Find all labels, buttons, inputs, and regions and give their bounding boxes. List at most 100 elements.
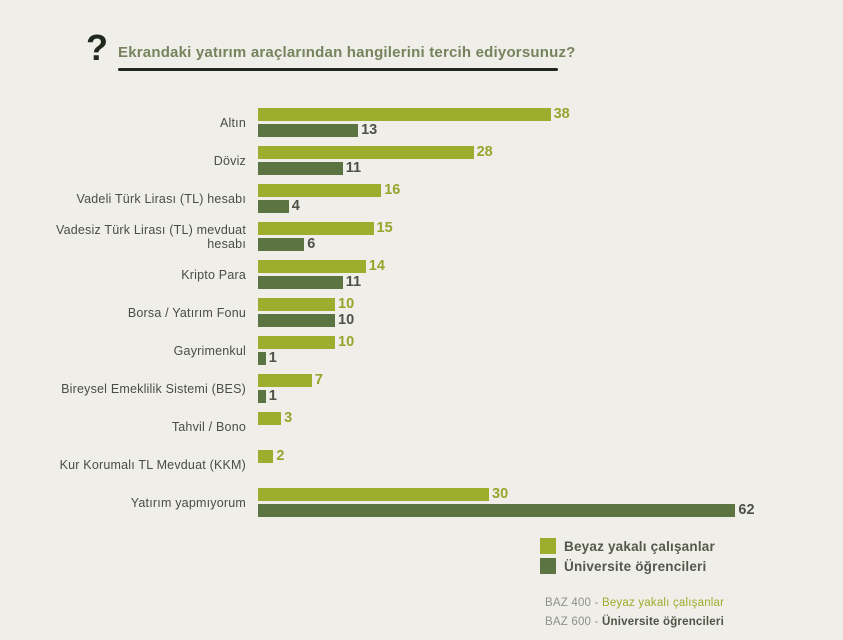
- category-label: Vadeli Türk Lirası (TL) hesabı: [76, 191, 246, 206]
- bar-line: 2: [258, 448, 285, 464]
- bar-group: 28 11: [258, 144, 493, 175]
- bar-group: 16 4: [258, 182, 401, 214]
- bar-university-students: [258, 238, 305, 251]
- bar-value-label: 4: [291, 198, 300, 214]
- bar-line: 6: [258, 236, 393, 252]
- chart-row: Tahvil / Bono 3: [40, 410, 820, 441]
- bar-white-collar: [258, 412, 282, 425]
- bar-university-students: [258, 276, 343, 289]
- bar-value-label: 10: [338, 312, 355, 328]
- bar-white-collar: [258, 450, 274, 463]
- bar-group: 30 62: [258, 486, 755, 517]
- bar-value-label: 10: [338, 334, 355, 350]
- category-label: Yatırım yapmıyorum: [130, 495, 246, 510]
- bar-line: 7: [258, 372, 323, 388]
- bar-line: 10: [258, 334, 355, 350]
- bar-value-label: 14: [368, 258, 385, 274]
- bar-value-label: 1: [268, 350, 277, 366]
- category-label: Borsa / Yatırım Fonu: [127, 305, 246, 320]
- chart-row: Bireysel Emeklilik Sistemi (BES) 7 1: [40, 372, 820, 404]
- chart-row: Döviz 28 11: [40, 144, 820, 176]
- base-note-group: Üniversite öğrencileri: [601, 616, 724, 628]
- bar-value-label: 11: [345, 274, 362, 290]
- bar-group: 10 10: [258, 297, 355, 328]
- bar-value-label: 15: [376, 220, 393, 236]
- bar-white-collar: [258, 488, 489, 501]
- bar-value-label: 2: [276, 448, 285, 464]
- bar-line: 10: [258, 312, 355, 328]
- category-label: Kripto Para: [181, 267, 246, 282]
- bar-university-students: [258, 352, 266, 365]
- grouped-bar-chart: Altın 38 13 Döviz 28 11 Vadeli Türk Lirası (TL…: [40, 106, 820, 526]
- bar-value-label: 16: [384, 182, 401, 198]
- bar-value-label: 6: [307, 236, 316, 252]
- bar-line: 15: [258, 220, 393, 236]
- bar-white-collar: [258, 108, 551, 121]
- base-note-prefix: BAZ 400 -: [545, 597, 602, 609]
- bar-value-label: 3: [284, 410, 293, 426]
- base-note-line: BAZ 400 - Beyaz yakalı çalışanlar: [545, 594, 724, 613]
- chart-legend: Beyaz yakalı çalışanlar Üniversite öğrenc…: [540, 538, 715, 578]
- bar-line: 4: [258, 198, 400, 214]
- base-note-line: BAZ 600 - Üniversite öğrencileri: [545, 613, 724, 632]
- bar-group: 10 1: [258, 334, 355, 366]
- bar-line: 16: [258, 182, 401, 198]
- bar-value-label: 13: [361, 122, 378, 138]
- bar-line: 11: [258, 274, 385, 290]
- bar-line: 62: [258, 503, 755, 517]
- bar-line: 13: [258, 122, 570, 138]
- chart-row: Borsa / Yatırım Fonu 10 10: [40, 297, 820, 328]
- bar-value-label: 28: [476, 144, 493, 160]
- bar-white-collar: [258, 298, 335, 311]
- chart-row: Altın 38 13: [40, 106, 820, 138]
- bar-university-students: [258, 390, 266, 403]
- bar-line: 1: [258, 389, 323, 403]
- bar-university-students: [258, 314, 335, 327]
- legend-item: Beyaz yakalı çalışanlar: [540, 538, 715, 554]
- bar-group: 3: [258, 410, 293, 441]
- bar-line: 14: [258, 258, 385, 274]
- base-note-group: Beyaz yakalı çalışanlar: [601, 597, 725, 609]
- chart-row: Vadesiz Türk Lirası (TL) mevduat hesabı 1…: [40, 220, 820, 252]
- chart-row: Kur Korumalı TL Mevduat (KKM) 2: [40, 448, 820, 479]
- bar-group: 2: [258, 448, 285, 479]
- bar-group: 38 13: [258, 106, 570, 138]
- bar-line: 1: [258, 350, 354, 366]
- chart-row: Gayrimenkul 10 1: [40, 334, 820, 366]
- page-title: Ekrandaki yatırım araçlarından hangileri…: [118, 44, 576, 61]
- bar-line: 28: [258, 144, 493, 160]
- bar-white-collar: [258, 146, 474, 159]
- bar-group: 14 11: [258, 258, 385, 290]
- bar-white-collar: [258, 374, 312, 387]
- category-label: Gayrimenkul: [173, 343, 246, 358]
- base-note-prefix: BAZ 600 -: [545, 616, 602, 628]
- bar-white-collar: [258, 336, 335, 349]
- bar-line: 3: [258, 410, 293, 426]
- title-underline: [118, 68, 558, 71]
- bar-line: 38: [258, 106, 570, 122]
- legend-swatch-university-students: [540, 558, 556, 574]
- bar-white-collar: [258, 260, 366, 273]
- legend-swatch-white-collar: [540, 538, 556, 554]
- bar-value-label: 7: [314, 372, 323, 388]
- question-mark-icon: ?: [86, 27, 108, 68]
- legend-label: Üniversite öğrencileri: [564, 558, 707, 574]
- category-label: Altın: [219, 115, 246, 130]
- base-notes: BAZ 400 - Beyaz yakalı çalışanlar BAZ 600…: [545, 594, 724, 632]
- category-label: Vadesiz Türk Lirası (TL) mevduat hesabı: [55, 222, 246, 251]
- bar-line: 11: [258, 161, 493, 175]
- bar-group: 15 6: [258, 220, 393, 252]
- category-label: Döviz: [213, 153, 246, 168]
- bar-line: 30: [258, 486, 755, 502]
- bar-value-label: 30: [492, 486, 509, 502]
- category-label: Kur Korumalı TL Mevduat (KKM): [59, 457, 246, 472]
- chart-row: Kripto Para 14 11: [40, 258, 820, 290]
- bar-value-label: 38: [553, 106, 570, 122]
- chart-row: Yatırım yapmıyorum 30 62: [40, 486, 820, 518]
- category-label: Bireysel Emeklilik Sistemi (BES): [61, 381, 246, 396]
- legend-item: Üniversite öğrencileri: [540, 558, 715, 574]
- bar-line: 10: [258, 297, 354, 311]
- legend-label: Beyaz yakalı çalışanlar: [564, 538, 715, 554]
